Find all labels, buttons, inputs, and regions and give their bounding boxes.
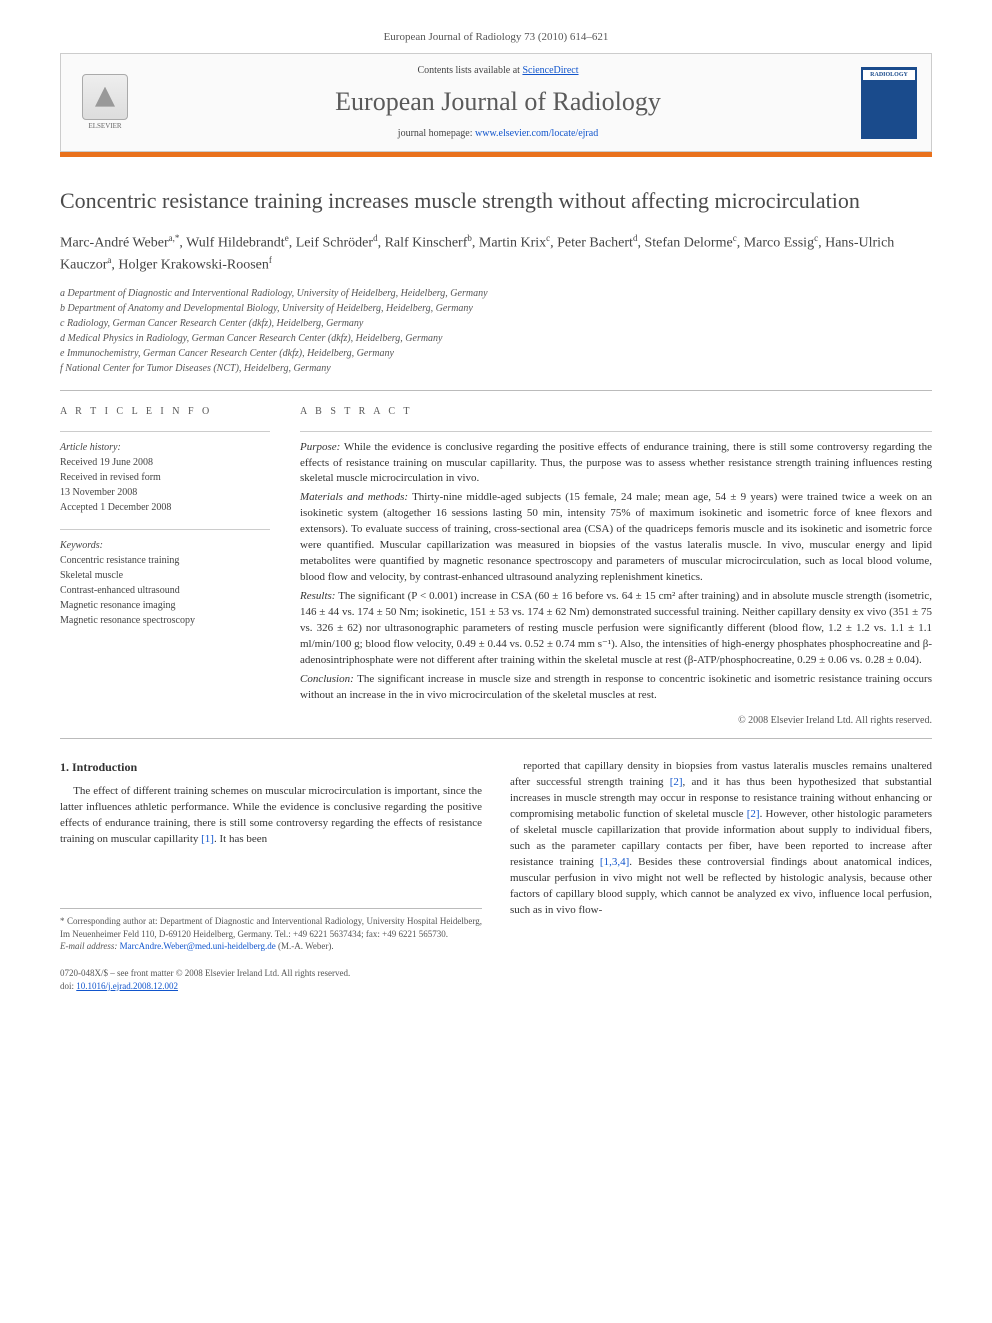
author-list: Marc-André Webera,*, Wulf Hildebrandte, … [60,232,932,275]
affiliation-line: f National Center for Tumor Diseases (NC… [60,361,932,376]
citation-ref[interactable]: [2] [747,808,760,820]
intro-heading: 1. Introduction [60,759,482,776]
footer-doi: doi: 10.1016/j.ejrad.2008.12.002 [60,980,350,993]
article-info-column: A R T I C L E I N F O Article history: R… [60,405,270,729]
running-head: European Journal of Radiology 73 (2010) … [60,30,932,45]
keyword-line: Magnetic resonance imaging [60,598,270,613]
abstract-body: Purpose: While the evidence is conclusiv… [300,440,932,729]
journal-cover-thumb: RADIOLOGY [861,67,917,139]
affiliation-line: b Department of Anatomy and Developmenta… [60,301,932,316]
abstract-copyright: © 2008 Elsevier Ireland Ltd. All rights … [300,714,932,729]
keyword-line: Magnetic resonance spectroscopy [60,613,270,628]
journal-thumb-title: RADIOLOGY [863,70,915,80]
email-suffix: (M.-A. Weber). [278,941,334,951]
masthead: ELSEVIER Contents lists available at Sci… [60,53,932,151]
publisher-label: ELSEVIER [88,122,121,132]
affiliations: a Department of Diagnostic and Intervent… [60,286,932,376]
footer-copyright: 0720-048X/$ – see front matter © 2008 El… [60,967,350,980]
journal-name: European Journal of Radiology [149,84,847,120]
keyword-line: Skeletal muscle [60,568,270,583]
intro-paragraph-1: The effect of different training schemes… [60,784,482,848]
keyword-line: Contrast-enhanced ultrasound [60,583,270,598]
body-columns: 1. Introduction The effect of different … [60,759,932,953]
doi-link[interactable]: 10.1016/j.ejrad.2008.12.002 [76,981,178,991]
homepage-line: journal homepage: www.elsevier.com/locat… [149,127,847,141]
keywords-block: Keywords: Concentric resistance training… [60,538,270,628]
affiliation-line: d Medical Physics in Radiology, German C… [60,331,932,346]
affiliation-line: c Radiology, German Cancer Research Cent… [60,316,932,331]
homepage-prefix: journal homepage: [398,128,475,139]
abstract-conclusion: Conclusion: The significant increase in … [300,672,932,704]
contents-line: Contents lists available at ScienceDirec… [149,64,847,78]
elsevier-logo: ELSEVIER [75,68,135,138]
footer-left: 0720-048X/$ – see front matter © 2008 El… [60,967,350,992]
contents-prefix: Contents lists available at [417,65,522,76]
history-line: 13 November 2008 [60,485,270,500]
sciencedirect-link[interactable]: ScienceDirect [522,65,578,76]
keyword-line: Concentric resistance training [60,553,270,568]
citation-ref[interactable]: [1] [201,833,214,845]
history-line: Accepted 1 December 2008 [60,500,270,515]
abstract-methods: Materials and methods: Thirty-nine middl… [300,490,932,586]
citation-ref[interactable]: [1,3,4] [600,856,629,868]
elsevier-tree-icon [82,74,128,120]
page-footer: 0720-048X/$ – see front matter © 2008 El… [60,967,932,992]
intro-paragraph-2: reported that capillary density in biops… [510,759,932,918]
divider [60,738,932,739]
abstract-purpose: Purpose: While the evidence is conclusiv… [300,440,932,488]
mini-divider [60,529,270,530]
corr-author-text: * Corresponding author at: Department of… [60,915,482,940]
mini-divider [300,431,932,432]
doi-prefix: doi: [60,981,74,991]
affiliation-line: a Department of Diagnostic and Intervent… [60,286,932,301]
abstract-results: Results: The significant (P < 0.001) inc… [300,589,932,669]
history-line: Received 19 June 2008 [60,455,270,470]
history-header: Article history: [60,440,270,455]
article-info-label: A R T I C L E I N F O [60,405,270,419]
corresponding-footnote: * Corresponding author at: Department of… [60,908,482,953]
abstract-column: A B S T R A C T Purpose: While the evide… [300,405,932,729]
keywords-header: Keywords: [60,538,270,553]
homepage-link[interactable]: www.elsevier.com/locate/ejrad [475,128,598,139]
article-history: Article history: Received 19 June 2008Re… [60,440,270,515]
abstract-label: A B S T R A C T [300,405,932,419]
mini-divider [60,431,270,432]
article-title: Concentric resistance training increases… [60,187,932,215]
citation-ref[interactable]: [2] [670,776,683,788]
corr-email-line: E-mail address: MarcAndre.Weber@med.uni-… [60,940,482,953]
masthead-center: Contents lists available at ScienceDirec… [149,64,847,140]
corr-email-link[interactable]: MarcAndre.Weber@med.uni-heidelberg.de [120,941,276,951]
divider [60,390,932,391]
email-label: E-mail address: [60,941,120,951]
affiliation-line: e Immunochemistry, German Cancer Researc… [60,346,932,361]
history-line: Received in revised form [60,470,270,485]
info-abstract-row: A R T I C L E I N F O Article history: R… [60,405,932,729]
